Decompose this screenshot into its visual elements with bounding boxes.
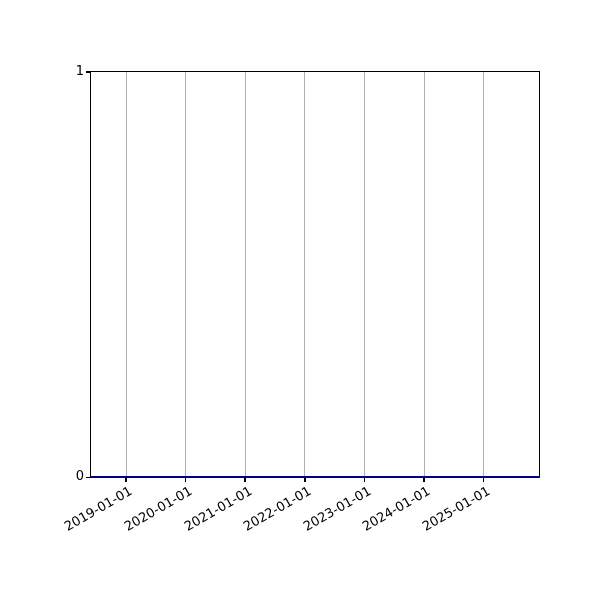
x-tick-mark [363, 478, 366, 482]
x-tick-mark [482, 478, 485, 482]
x-tick-mark [304, 478, 306, 482]
x-gridline [125, 72, 127, 477]
x-tick-mark [244, 478, 246, 482]
x-gridline [423, 72, 425, 477]
x-gridline [363, 72, 365, 477]
x-tick-label: 2025-01-01 [420, 484, 494, 535]
y-tick-mark [86, 71, 91, 73]
data-series-zero-line [90, 475, 540, 478]
plot-area [90, 71, 540, 478]
y-tick-label: 1 [75, 63, 84, 79]
x-tick-label: 2020-01-01 [122, 484, 196, 535]
x-tick-mark [423, 478, 425, 482]
x-tick-mark [125, 478, 127, 482]
y-tick-label: 0 [75, 469, 84, 485]
x-gridline [185, 72, 187, 477]
x-gridline [483, 72, 485, 477]
x-tick-mark [184, 478, 187, 482]
x-gridline [244, 72, 246, 477]
x-gridline [304, 72, 306, 477]
y-tick-mark [86, 476, 91, 478]
